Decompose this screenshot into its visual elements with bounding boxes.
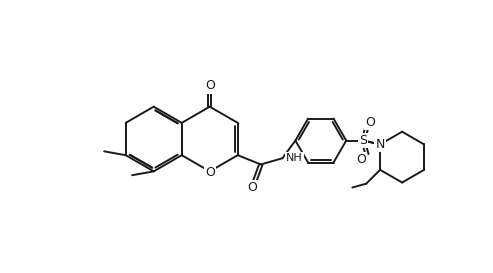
Text: N: N: [375, 138, 385, 151]
Text: O: O: [205, 79, 214, 92]
Text: O: O: [247, 181, 257, 194]
Text: N: N: [375, 138, 385, 151]
Text: O: O: [365, 115, 375, 129]
Text: S: S: [359, 134, 367, 147]
Text: NH: NH: [286, 153, 303, 163]
Text: O: O: [356, 153, 366, 166]
Text: O: O: [205, 166, 214, 179]
